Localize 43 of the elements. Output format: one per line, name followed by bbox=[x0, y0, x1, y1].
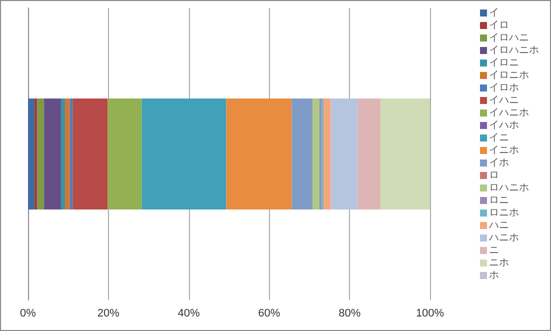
legend-label: ロニ bbox=[489, 195, 509, 206]
legend-label: ハニ bbox=[488, 220, 509, 231]
legend-label: イロホ bbox=[489, 82, 519, 94]
x-tick-label: 40% bbox=[178, 308, 200, 320]
bar bbox=[60, 98, 65, 210]
legend-label: イロ bbox=[489, 20, 509, 31]
bar bbox=[226, 98, 292, 210]
legend-label: ロ bbox=[489, 170, 499, 181]
bar bbox=[292, 98, 313, 210]
bar bbox=[44, 98, 61, 210]
legend-label: ホ bbox=[489, 270, 499, 281]
legend-label: イハニ bbox=[489, 95, 519, 106]
bar bbox=[330, 98, 358, 210]
x-tick-label: 80% bbox=[338, 308, 361, 320]
legend-label: イニホ bbox=[489, 145, 519, 156]
bar bbox=[358, 98, 381, 210]
legend-label: ニ bbox=[489, 245, 499, 256]
legend-label: ニホ bbox=[489, 258, 509, 268]
bar bbox=[323, 98, 331, 210]
legend-label: イ bbox=[489, 8, 499, 18]
x-tick-label: 60% bbox=[258, 308, 280, 320]
legend-label: イハニホ bbox=[489, 108, 529, 118]
x-tick-label: 20% bbox=[97, 308, 120, 320]
bar bbox=[142, 98, 226, 210]
legend-label: ロニホ bbox=[489, 208, 519, 218]
bar bbox=[28, 98, 34, 210]
x-tick-label: 0% bbox=[20, 308, 36, 320]
legend-label: イロハニ bbox=[489, 32, 529, 44]
legend-label: ロハニホ bbox=[489, 182, 529, 194]
legend-label: ハニホ bbox=[488, 232, 519, 244]
legend-label: イロハニホ bbox=[489, 45, 539, 56]
bar bbox=[37, 98, 44, 210]
bar bbox=[108, 98, 142, 210]
bar bbox=[64, 98, 70, 210]
legend-label: イハホ bbox=[489, 120, 519, 131]
legend-label: イニ bbox=[489, 132, 509, 144]
bar bbox=[312, 98, 320, 210]
bar bbox=[72, 98, 108, 210]
legend-label: イロニ bbox=[489, 58, 519, 68]
legend-label: イロニホ bbox=[489, 70, 529, 81]
x-tick-label: 100% bbox=[416, 308, 444, 320]
bar bbox=[380, 98, 430, 210]
legend-label: イホ bbox=[489, 158, 509, 168]
